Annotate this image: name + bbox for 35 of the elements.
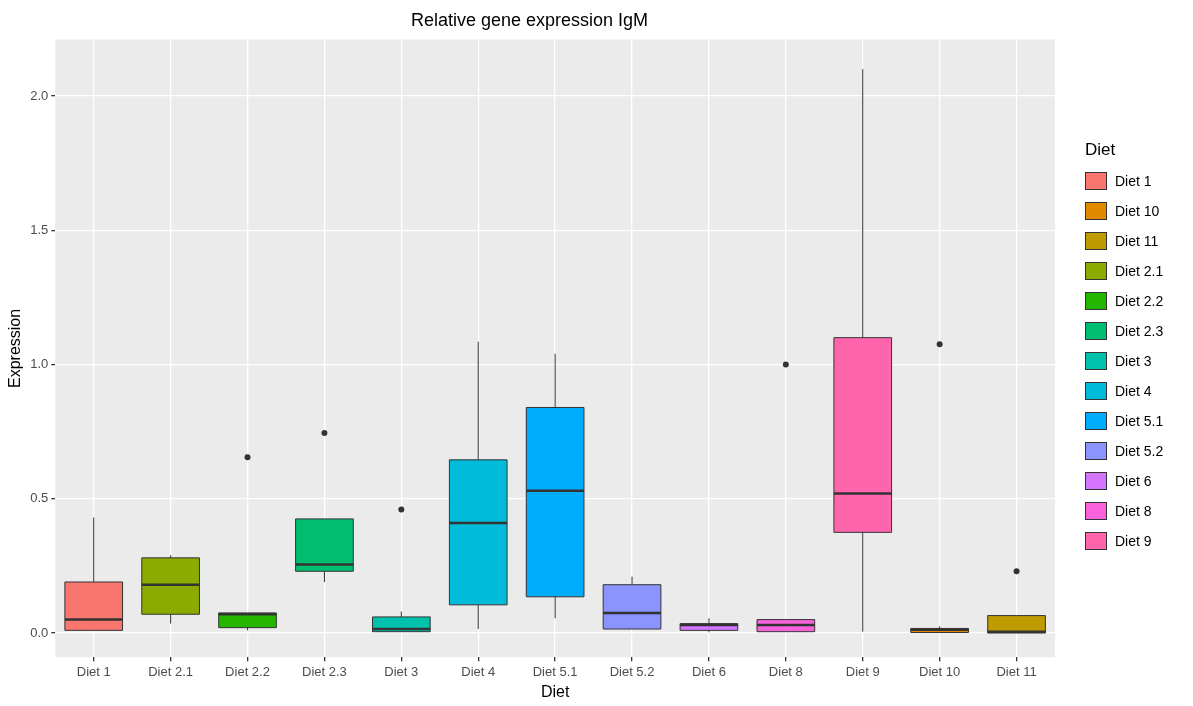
x-tick-label: Diet 10 [919,663,961,679]
x-tick-label: Diet 6 [691,663,726,679]
y-axis-title: Expression [6,308,24,388]
x-axis-title: Diet [540,682,570,700]
legend-label: Diet 2.2 [1115,293,1164,309]
legend-label: Diet 1 [1115,173,1152,189]
x-tick-label: Diet 2.2 [225,663,270,679]
legend-label: Diet 5.1 [1115,413,1164,429]
legend-label: Diet 10 [1115,203,1160,219]
x-tick-label: Diet 9 [845,663,880,679]
y-tick-label: 0.0 [30,624,49,640]
x-tick-label: Diet 5.1 [532,663,578,679]
x-tick-label: Diet 8 [768,663,803,679]
legend-label: Diet 3 [1115,353,1152,369]
x-tick-label: Diet 3 [384,663,419,679]
y-tick-label: 1.5 [30,221,49,237]
x-tick-label: Diet 2.1 [148,663,194,679]
legend-title: Diet [1085,140,1117,160]
legend-label: Diet 2.3 [1115,323,1164,339]
legend-label: Diet 4 [1115,383,1152,399]
chart-title: Relative gene expression IgM [410,9,649,30]
legend-label: Diet 6 [1115,473,1152,489]
legend-label: Diet 11 [1115,233,1159,249]
y-tick-label: 0.5 [30,490,49,506]
legend-label: Diet 5.2 [1115,443,1164,459]
x-tick-label: Diet 4 [461,663,496,679]
x-tick-label: Diet 5.2 [609,663,655,679]
y-tick-label: 2.0 [30,87,49,103]
legend-label: Diet 2.1 [1115,263,1164,279]
x-tick-label: Diet 11 [996,663,1037,679]
legend-label: Diet 8 [1115,503,1152,519]
legend-label: Diet 9 [1115,533,1152,549]
x-tick-label: Diet 1 [76,663,111,679]
x-tick-label: Diet 2.3 [302,663,347,679]
y-tick-label: 1.0 [30,356,49,372]
